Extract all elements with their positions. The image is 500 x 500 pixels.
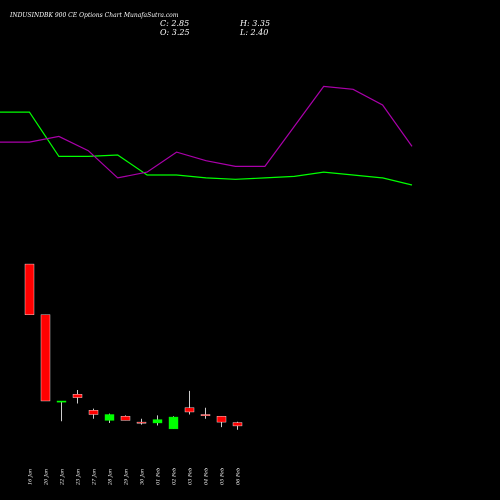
chart-title: INDUSINDBK 900 CE Options Chart MunafaSu…	[9, 12, 179, 19]
candle-body	[216, 415, 227, 423]
high-value: H: 3.35	[239, 19, 270, 28]
candle-body	[24, 263, 35, 315]
candle-body	[120, 415, 131, 421]
candle-body	[200, 414, 211, 416]
x-tick-label: 22 Jan	[60, 469, 66, 486]
x-tick-label: 20 Jan	[44, 469, 50, 486]
x-tick-label: 29 Jan	[124, 469, 130, 486]
candle-body	[232, 422, 243, 427]
x-tick-label: 16 Jan	[28, 469, 34, 485]
x-tick-label: 30 Jan	[140, 469, 146, 485]
candle-body	[88, 410, 99, 415]
x-tick-label: 01 Feb	[156, 468, 162, 485]
candles	[24, 263, 243, 430]
x-tick-label: 06 Feb	[236, 468, 242, 485]
candle-body	[72, 394, 83, 398]
indicator-lines	[0, 85, 413, 186]
x-tick-label: 03 Feb	[188, 468, 194, 485]
x-tick-label: 02 Feb	[172, 468, 178, 485]
x-axis-labels: 16 Jan 20 Jan 22 Jan 23 Jan 27 Jan 28 Jan 29 J…	[28, 468, 242, 486]
candle-body	[152, 419, 163, 424]
candle-body	[40, 314, 51, 402]
candle-body	[168, 416, 179, 430]
candle-body	[136, 421, 147, 424]
x-tick-label: 28 Jan	[108, 469, 114, 486]
candle-body	[104, 414, 115, 421]
low-value: L: 2.40	[239, 28, 268, 37]
x-tick-label: 27 Jan	[92, 469, 98, 486]
x-tick-label: 04 Feb	[204, 468, 210, 485]
open-value: O: 3.25	[160, 28, 190, 37]
green-indicator-line	[0, 111, 413, 186]
purple-indicator-line	[0, 85, 413, 179]
candle-body	[56, 400, 67, 403]
close-value: C: 2.85	[160, 19, 189, 28]
x-tick-label: 05 Feb	[220, 468, 226, 485]
candle-body	[184, 407, 195, 413]
x-tick-label: 23 Jan	[76, 469, 82, 486]
